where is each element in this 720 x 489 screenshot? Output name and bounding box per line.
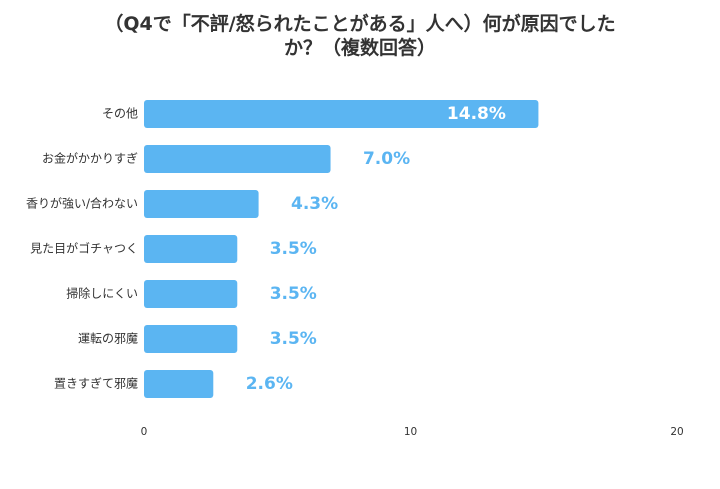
bar-6: [144, 370, 214, 398]
category-label-1: お金がかかりすぎ: [42, 151, 138, 166]
bar-0: [144, 100, 539, 128]
x-tick-label-1: 10: [404, 426, 417, 438]
bar-1: [144, 145, 331, 173]
category-label-2: 香りが強い/合わない: [26, 196, 138, 211]
category-label-6: 置きすぎて邪魔: [54, 376, 138, 391]
value-label-6: 2.6%: [246, 374, 293, 394]
bar-4: [144, 280, 238, 308]
value-label-4: 3.5%: [270, 284, 317, 304]
category-label-5: 運転の邪魔: [78, 331, 138, 346]
bar-5: [144, 325, 238, 353]
category-labels-group: その他お金がかかりすぎ香りが強い/合わない見た目がゴチャつく掃除しにくい運転の邪…: [26, 107, 138, 391]
value-label-5: 3.5%: [270, 329, 317, 349]
x-tick-label-2: 20: [670, 426, 683, 438]
chart-title: （Q4で「不評/怒られたことがある」人へ）何が原因でした か？（複数回答）: [0, 12, 720, 60]
value-label-0: 14.8%: [447, 104, 506, 124]
bars-group: [144, 100, 539, 398]
value-label-3: 3.5%: [270, 239, 317, 259]
bar-3: [144, 235, 238, 263]
x-tick-label-0: 0: [141, 426, 148, 438]
chart-title-line-2: か？（複数回答）: [283, 37, 436, 59]
category-label-0: その他: [102, 107, 138, 121]
category-label-3: 見た目がゴチャつく: [30, 241, 138, 256]
category-label-4: 掃除しにくい: [66, 286, 138, 301]
value-label-2: 4.3%: [291, 194, 338, 214]
x-axis-ticks-group: 0 10 20: [141, 426, 684, 438]
bar-2: [144, 190, 259, 218]
chart-title-line-1: （Q4で「不評/怒られたことがある」人へ）何が原因でした: [104, 13, 616, 35]
value-label-1: 7.0%: [363, 149, 410, 169]
value-labels-group: 14.8% 7.0% 4.3% 3.5% 3.5% 3.5% 2.6%: [246, 104, 506, 394]
